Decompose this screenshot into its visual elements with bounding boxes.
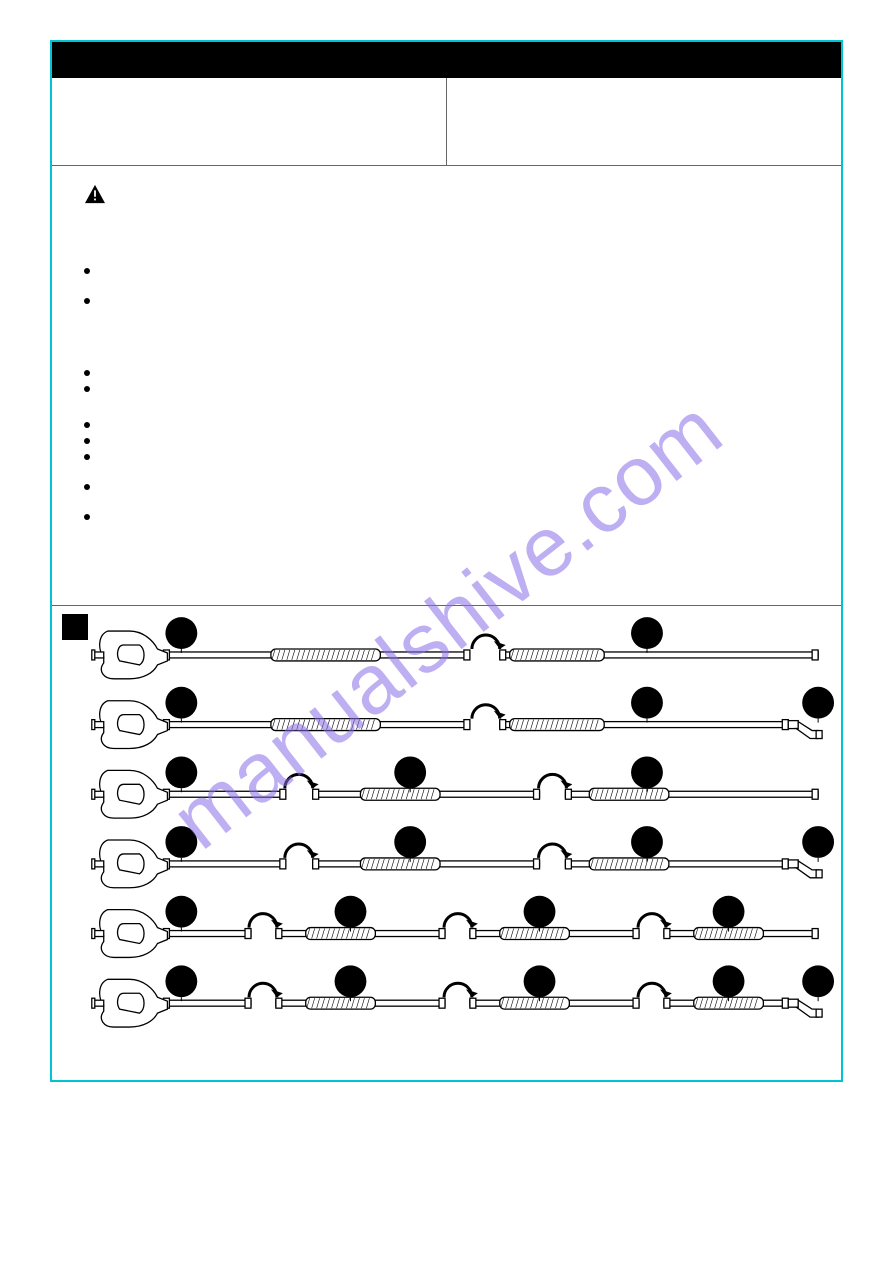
wand-assembly-diagram bbox=[52, 606, 841, 1080]
safety-bullet: . bbox=[84, 480, 809, 510]
warning-triangle-icon bbox=[84, 184, 106, 204]
safety-bullet: . bbox=[84, 264, 809, 294]
header-bar bbox=[52, 42, 841, 78]
two-column-block bbox=[52, 78, 841, 166]
safety-bullet-list: ......... bbox=[84, 264, 809, 540]
safety-bullet: . bbox=[84, 510, 809, 540]
safety-bullet: . bbox=[84, 294, 809, 366]
warning-heading bbox=[84, 184, 809, 204]
safety-section: ......... bbox=[52, 166, 841, 606]
safety-bullet: . bbox=[84, 434, 809, 450]
safety-bullet: . bbox=[84, 450, 809, 480]
left-column bbox=[52, 78, 447, 165]
manual-page: ......... bbox=[50, 40, 843, 1082]
assembly-diagram-section bbox=[52, 606, 841, 1080]
safety-bullet: . bbox=[84, 382, 809, 418]
right-column bbox=[447, 78, 841, 165]
safety-bullet: . bbox=[84, 418, 809, 434]
safety-bullet: . bbox=[84, 366, 809, 382]
